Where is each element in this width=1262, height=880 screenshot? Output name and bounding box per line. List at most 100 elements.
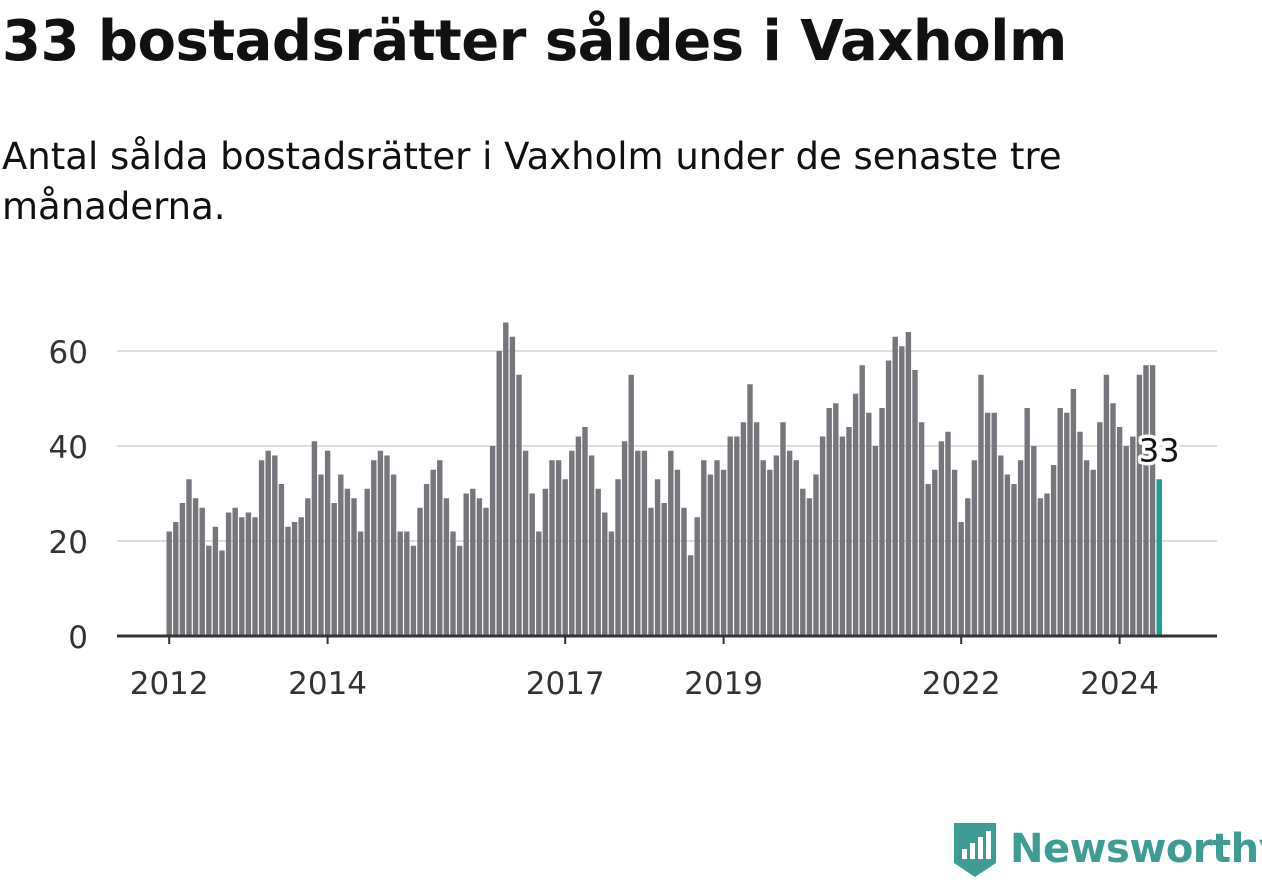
bar bbox=[740, 422, 747, 636]
bar bbox=[305, 498, 311, 636]
newsworthy-brand: Newsworthy bbox=[950, 818, 1262, 880]
bar bbox=[1050, 465, 1057, 636]
bar bbox=[833, 403, 839, 636]
bar bbox=[516, 374, 522, 636]
x-tick-label: 2024 bbox=[1080, 666, 1159, 702]
bar bbox=[470, 488, 476, 636]
bar bbox=[595, 488, 601, 636]
bar bbox=[720, 469, 727, 636]
bar bbox=[879, 408, 885, 636]
bar bbox=[298, 517, 304, 636]
bar bbox=[1136, 374, 1143, 636]
bar bbox=[410, 545, 417, 636]
bar bbox=[1031, 446, 1037, 636]
bar bbox=[1130, 436, 1136, 636]
bar bbox=[839, 436, 846, 636]
bar bbox=[1097, 422, 1103, 636]
bar bbox=[509, 336, 516, 636]
bar bbox=[984, 412, 991, 636]
bar bbox=[430, 469, 436, 636]
bar bbox=[344, 488, 351, 636]
bar bbox=[199, 507, 205, 636]
bar bbox=[694, 517, 700, 636]
bar bbox=[819, 436, 826, 636]
bar bbox=[872, 446, 879, 636]
bar bbox=[800, 488, 806, 636]
bar bbox=[179, 503, 186, 636]
bar bbox=[318, 474, 324, 636]
bar bbox=[186, 479, 192, 636]
bar bbox=[621, 441, 628, 636]
bar bbox=[635, 450, 641, 636]
bar bbox=[608, 531, 615, 636]
bar bbox=[991, 412, 997, 636]
bar bbox=[206, 545, 212, 636]
bar bbox=[542, 488, 549, 636]
y-tick-label: 0 bbox=[68, 620, 88, 656]
bar bbox=[377, 450, 384, 636]
bar bbox=[727, 436, 733, 636]
bar bbox=[423, 484, 430, 636]
bar bbox=[219, 550, 225, 636]
bar bbox=[450, 531, 456, 636]
bar bbox=[1116, 427, 1123, 636]
bar bbox=[780, 422, 786, 636]
bar bbox=[892, 336, 898, 636]
bar bbox=[602, 512, 608, 636]
bar bbox=[714, 460, 720, 636]
bar bbox=[1064, 412, 1070, 636]
bar bbox=[252, 517, 258, 636]
bar bbox=[272, 455, 278, 636]
bar bbox=[456, 545, 463, 636]
x-tick-label: 2022 bbox=[922, 666, 1001, 702]
bar bbox=[687, 555, 694, 636]
bar bbox=[582, 427, 588, 636]
bar bbox=[569, 450, 575, 636]
bar bbox=[1110, 403, 1116, 636]
bar-highlight bbox=[1156, 479, 1162, 636]
bar bbox=[192, 498, 199, 636]
bar bbox=[384, 455, 390, 636]
bar bbox=[1090, 469, 1096, 636]
bar bbox=[549, 460, 555, 636]
bar bbox=[1103, 374, 1110, 636]
bar bbox=[489, 446, 496, 636]
bar bbox=[734, 436, 740, 636]
bar bbox=[899, 346, 905, 636]
bar bbox=[476, 498, 483, 636]
bar bbox=[397, 531, 403, 636]
bar bbox=[1017, 460, 1024, 636]
bar bbox=[285, 526, 291, 636]
x-tick-label: 2017 bbox=[526, 666, 605, 702]
bar bbox=[701, 460, 707, 636]
bar bbox=[239, 517, 245, 636]
x-tick-label: 2014 bbox=[288, 666, 367, 702]
bar bbox=[1037, 498, 1044, 636]
bar bbox=[371, 460, 377, 636]
bar bbox=[641, 450, 648, 636]
bar bbox=[767, 469, 773, 636]
chart-title: 33 bostadsrätter såldes i Vaxholm bbox=[2, 9, 1067, 74]
bar bbox=[681, 507, 687, 636]
bar bbox=[575, 436, 582, 636]
bar bbox=[932, 469, 938, 636]
bar bbox=[529, 493, 535, 636]
bar bbox=[390, 474, 397, 636]
bar bbox=[747, 384, 753, 636]
bar bbox=[173, 522, 179, 636]
bar bbox=[331, 503, 337, 636]
bar bbox=[166, 531, 172, 636]
bar bbox=[258, 460, 265, 636]
bar bbox=[648, 507, 654, 636]
chart-subtitle: Antal sålda bostadsrätter i Vaxholm unde… bbox=[2, 135, 1062, 228]
bar bbox=[1083, 460, 1090, 636]
bar bbox=[232, 507, 238, 636]
bar bbox=[674, 469, 681, 636]
bar bbox=[951, 469, 958, 636]
bar bbox=[859, 365, 865, 636]
bar bbox=[945, 431, 951, 636]
bar bbox=[364, 488, 370, 636]
bar bbox=[793, 460, 799, 636]
bar bbox=[338, 474, 344, 636]
